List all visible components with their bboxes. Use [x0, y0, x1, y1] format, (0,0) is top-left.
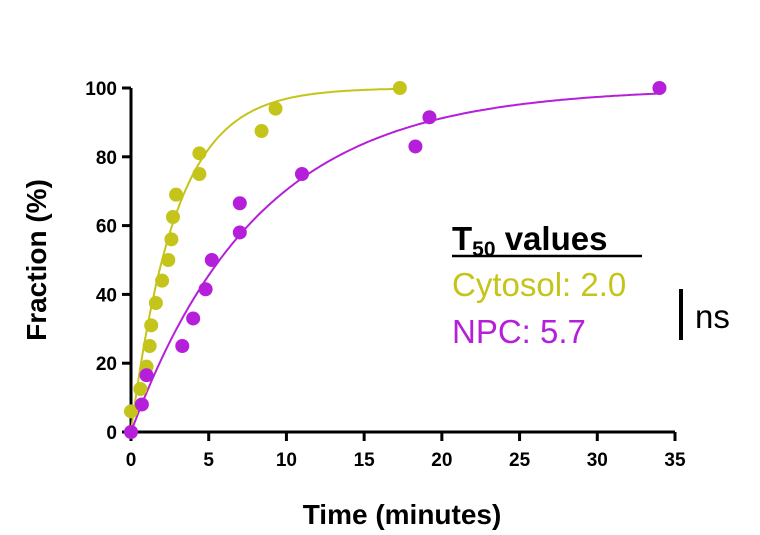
y-tick-label: 60 [96, 217, 117, 238]
x-tick-label: 20 [431, 450, 452, 471]
x-tick-label: 5 [203, 450, 214, 471]
t50-title-sub: 50 [472, 238, 495, 261]
cytosol-data-point [144, 318, 159, 333]
x-tick-label: 35 [664, 450, 686, 471]
cytosol-data-point [155, 273, 170, 288]
npc-data-point [422, 110, 437, 125]
cytosol-data-point [169, 187, 184, 202]
npc-t50-label: NPC: 5.7 [452, 313, 586, 350]
npc-fit-curve [130, 92, 660, 433]
cytosol-data-point [192, 146, 207, 161]
npc-data-point [294, 167, 309, 181]
cytosol-data-point [124, 404, 138, 419]
cytosol-data-point [392, 81, 407, 95]
y-ticks: 0 20 40 60 80 100 [85, 79, 131, 444]
y-tick-label: 100 [85, 79, 117, 100]
x-tick-label: 30 [587, 450, 608, 471]
npc-data-point [186, 311, 201, 326]
x-ticks: 0 5 10 15 20 25 30 35 [126, 432, 686, 471]
x-tick-label: 25 [509, 450, 531, 471]
y-tick-label: 20 [96, 354, 117, 375]
cytosol-data-point [142, 339, 157, 353]
y-tick-label: 80 [96, 148, 117, 169]
axes [129, 88, 675, 434]
x-axis-title: Time (minutes) [303, 499, 502, 530]
t50-title-rest: values [496, 220, 608, 257]
cytosol-data-point [254, 124, 269, 138]
npc-data-point [232, 196, 247, 211]
data-points [124, 81, 667, 439]
npc-data-point [204, 253, 219, 267]
y-tick-label: 40 [96, 285, 117, 306]
npc-data-point [198, 282, 213, 297]
t50-title-main: T [452, 220, 472, 257]
cytosol-data-point [164, 232, 179, 247]
npc-data-point [139, 368, 154, 383]
cytosol-data-point [192, 167, 207, 181]
y-tick-label: 0 [106, 423, 117, 444]
y-axis-title: Fraction (%) [21, 179, 52, 341]
x-tick-label: 0 [126, 450, 137, 471]
t50-annotation: T50 values Cytosol: 2.0 NPC: 5.7 ns [452, 220, 730, 350]
cytosol-data-point [268, 101, 283, 116]
x-tick-label: 15 [354, 450, 376, 471]
significance-label: ns [695, 298, 730, 335]
cytosol-t50-label: Cytosol: 2.0 [452, 266, 626, 303]
npc-data-point [134, 397, 149, 412]
npc-data-point [232, 225, 247, 240]
npc-data-point [652, 81, 667, 95]
npc-data-point [175, 339, 190, 353]
npc-data-point [408, 139, 423, 154]
cytosol-data-point [148, 296, 163, 310]
x-tick-label: 10 [276, 450, 297, 471]
cytosol-data-point [165, 210, 180, 224]
cytosol-data-point [133, 382, 148, 396]
cytosol-data-point [161, 253, 176, 267]
npc-data-point [124, 425, 138, 439]
